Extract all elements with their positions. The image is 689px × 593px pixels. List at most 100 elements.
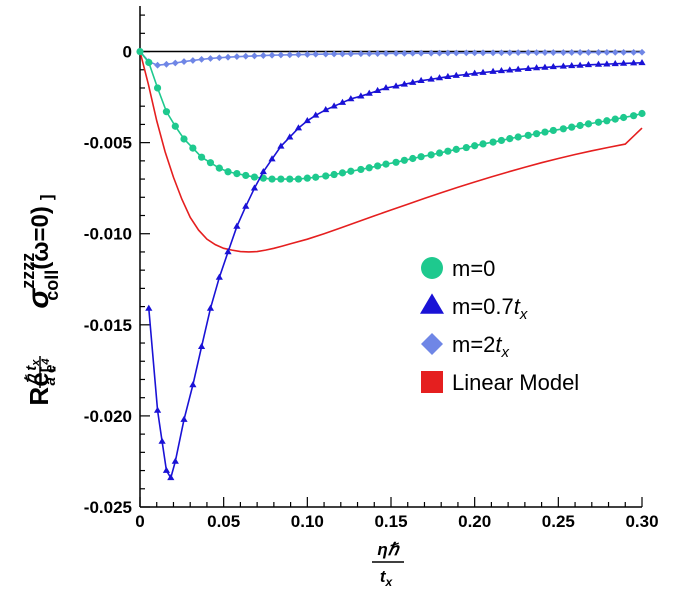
data-point [136, 47, 144, 56]
data-point [594, 118, 603, 126]
data-point [514, 49, 522, 57]
y-label-re: Re [24, 372, 54, 405]
data-point [347, 95, 355, 102]
y-label-frac-num-sub: x [30, 359, 42, 367]
data-point [549, 63, 557, 70]
data-point [295, 51, 302, 59]
x-label-denominator: t [380, 567, 387, 586]
data-point [153, 84, 162, 92]
data-point [277, 142, 285, 149]
data-point [435, 149, 444, 157]
y-label-bracket-close: ] [37, 194, 56, 200]
data-point [180, 58, 188, 65]
data-point [400, 156, 408, 164]
data-point [630, 112, 638, 120]
data-point [180, 135, 188, 143]
data-point [322, 106, 330, 113]
data-point [417, 49, 425, 57]
data-point [452, 49, 460, 57]
data-point [576, 121, 584, 130]
data-point [198, 55, 205, 63]
data-point [489, 67, 497, 74]
data-point [268, 155, 276, 162]
data-point [338, 169, 347, 177]
data-point [436, 49, 443, 57]
data-point [286, 175, 294, 183]
y-label-fraction: ℏ tx a e4 [23, 356, 59, 388]
data-point [322, 50, 330, 58]
y-label-sigma: σ [22, 288, 55, 309]
y-label-arg: (ω=0) [27, 206, 54, 270]
legend-label: m=0 [452, 256, 495, 281]
x-tick-label: 0.05 [207, 512, 240, 531]
legend-marker [421, 257, 443, 279]
data-point [435, 74, 444, 81]
data-point [427, 75, 435, 82]
data-point [303, 51, 311, 58]
data-point [224, 248, 232, 255]
data-point [145, 304, 153, 311]
series-line [139, 51, 643, 67]
series-linear-model [139, 51, 643, 253]
y-label-sub: coll [42, 270, 62, 301]
x-tick-label: 0.30 [625, 512, 658, 531]
y-tick-label: -0.010 [84, 225, 132, 244]
data-point [611, 59, 619, 67]
data-point [559, 49, 567, 56]
x-tick-label: 0 [135, 512, 144, 531]
data-point [268, 51, 276, 59]
data-point [392, 82, 400, 89]
data-point [584, 120, 593, 128]
x-tick-label: 0.20 [458, 512, 491, 531]
data-point [259, 167, 267, 175]
data-point [250, 184, 259, 191]
data-point [250, 173, 259, 181]
data-point [630, 59, 638, 66]
data-point [462, 143, 470, 152]
data-point [630, 48, 638, 56]
y-axis-label: Re[σzzzz coll(ω=0)] ℏ tx a e4 [18, 194, 62, 405]
data-point [471, 142, 479, 150]
data-point [524, 64, 532, 71]
legend-label: m=0.7tx [452, 294, 528, 323]
legend-entry: m=2tx [421, 332, 510, 361]
series-line [139, 51, 643, 180]
data-point [189, 381, 197, 388]
data-point [462, 70, 470, 77]
x-tick-label: 0.25 [542, 512, 575, 531]
data-point [197, 342, 206, 350]
legend-marker [420, 293, 444, 314]
data-point [452, 71, 460, 78]
legend-entry: Linear Model [421, 370, 579, 395]
series-line [148, 62, 643, 480]
y-tick-label: -0.015 [84, 316, 132, 335]
data-point [357, 165, 365, 174]
data-point [417, 153, 425, 161]
x-axis-label: ηℏ tx [372, 540, 404, 589]
data-point [365, 89, 373, 96]
data-point [638, 48, 646, 56]
data-point [427, 151, 435, 159]
data-point [559, 62, 567, 69]
svg-text:a e4: a e4 [40, 359, 59, 386]
data-point [242, 202, 250, 209]
data-point [382, 160, 390, 168]
data-point [382, 50, 390, 57]
data-point [471, 49, 479, 57]
data-point [603, 60, 611, 67]
data-point [462, 49, 470, 57]
data-point [427, 49, 435, 57]
data-point [409, 154, 417, 163]
data-point [638, 59, 646, 66]
data-point [189, 57, 197, 64]
series-m-0 [136, 47, 646, 183]
data-point [374, 162, 382, 170]
data-point [479, 68, 487, 75]
data-point [330, 102, 338, 109]
data-point [638, 109, 646, 118]
data-point [294, 175, 303, 183]
data-point [365, 50, 373, 58]
y-label-frac-den: a e [42, 365, 59, 386]
